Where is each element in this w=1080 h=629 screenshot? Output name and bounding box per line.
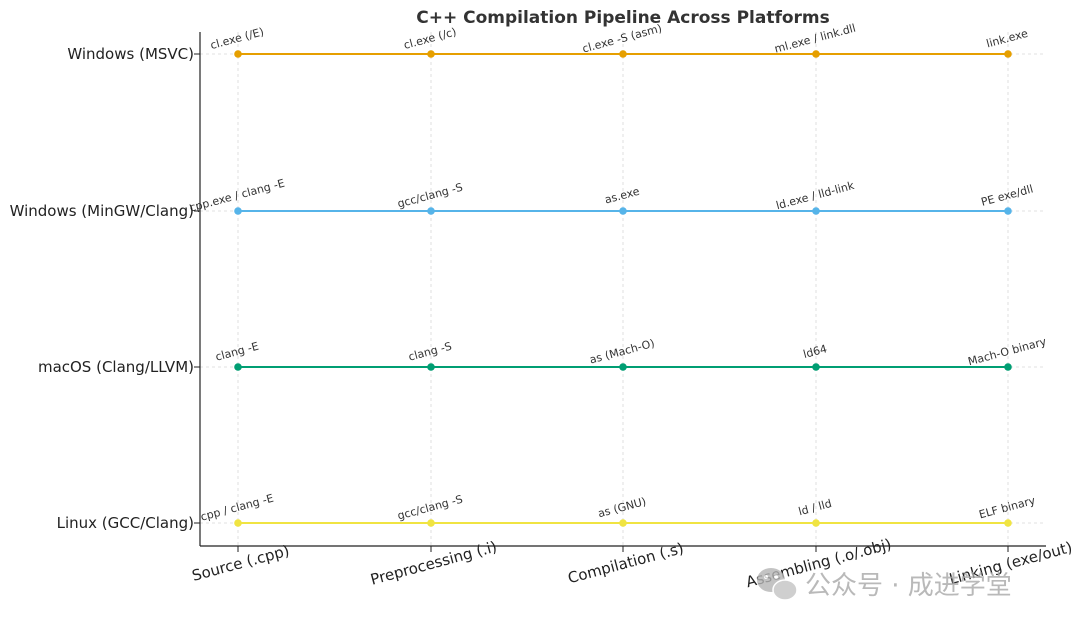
data-point [812,363,820,371]
wechat-icon [757,568,798,601]
y-tick-label: Linux (GCC/Clang) [57,514,194,532]
data-point [619,519,627,527]
data-point [619,363,627,371]
x-tick-label: Preprocessing (.i) [369,538,499,589]
point-label: gcc/clang -S [396,181,464,211]
point-label: link.exe [985,27,1030,51]
y-tick-label: macOS (Clang/LLVM) [38,358,194,376]
point-label: cl.exe (/c) [402,25,457,52]
point-label: as.exe [603,185,641,207]
data-point [812,207,820,215]
point-label: ld / lld [797,497,833,518]
data-point [427,519,435,527]
point-label: cpp / clang -E [199,492,275,524]
data-point [234,363,242,371]
y-tick-label: Windows (MinGW/Clang) [10,202,194,220]
y-tick-label: Windows (MSVC) [67,45,194,63]
watermark: 公众号 · 成进学堂 [757,568,1012,601]
data-point [234,207,242,215]
chart-title: C++ Compilation Pipeline Across Platform… [416,8,830,28]
point-label: ELF binary [978,494,1038,522]
data-point [427,50,435,58]
y-tick-labels: Windows (MSVC) Windows (MinGW/Clang) macOS… [10,45,200,532]
series-1: cpp.exe / clang -E gcc/clang -S as.exe ld.e… [188,177,1035,215]
point-label: ld64 [802,342,829,361]
data-point [427,363,435,371]
data-point [1004,207,1012,215]
data-point [812,50,820,58]
data-point [234,519,242,527]
data-point [427,207,435,215]
point-label: as (GNU) [597,495,648,520]
series-2: clang -E clang -S as (Mach-O) ld64 Mach-O bi… [214,335,1048,371]
point-label: PE exe/dll [980,182,1035,208]
point-label: as (Mach-O) [588,337,656,367]
data-point [1004,50,1012,58]
watermark-text: 公众号 · 成进学堂 [805,571,1012,601]
data-point [812,519,820,527]
series-3: cpp / clang -E gcc/clang -S as (GNU) ld / l… [199,492,1037,527]
data-point [619,50,627,58]
series-group: cl.exe (/E) cl.exe (/c) cl.exe -S (asm) ml.… [188,22,1048,527]
x-tick-label: Source (.cpp) [190,542,291,585]
point-label: clang -E [214,340,260,364]
axes [199,32,1046,547]
point-label: clang -S [407,340,453,364]
data-point [234,50,242,58]
data-point [1004,519,1012,527]
point-label: gcc/clang -S [396,493,464,523]
data-point [1004,363,1012,371]
grid-lines [200,32,1046,546]
point-label: cl.exe (/E) [209,25,265,52]
data-point [619,207,627,215]
